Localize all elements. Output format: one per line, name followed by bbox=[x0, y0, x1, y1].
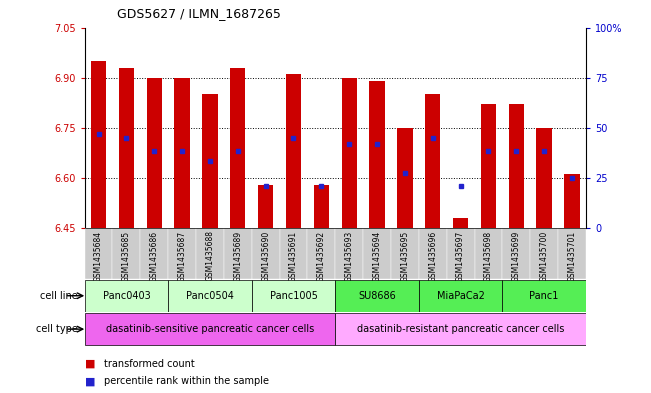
Bar bbox=[252, 228, 279, 279]
Bar bbox=[202, 94, 217, 228]
Text: GSM1435691: GSM1435691 bbox=[289, 230, 298, 282]
Bar bbox=[419, 280, 503, 312]
Bar bbox=[85, 313, 335, 345]
Text: GSM1435689: GSM1435689 bbox=[233, 230, 242, 282]
Bar bbox=[536, 128, 552, 228]
Text: Panc0504: Panc0504 bbox=[186, 291, 234, 301]
Bar bbox=[335, 228, 363, 279]
Bar bbox=[118, 68, 134, 228]
Bar bbox=[286, 74, 301, 228]
Bar bbox=[369, 81, 385, 228]
Text: GSM1435694: GSM1435694 bbox=[372, 230, 381, 282]
Bar bbox=[391, 228, 419, 279]
Text: dasatinib-resistant pancreatic cancer cells: dasatinib-resistant pancreatic cancer ce… bbox=[357, 324, 564, 334]
Bar bbox=[230, 68, 245, 228]
Bar bbox=[146, 77, 162, 228]
Bar bbox=[314, 185, 329, 228]
Bar bbox=[481, 104, 496, 228]
Text: Panc1005: Panc1005 bbox=[270, 291, 318, 301]
Bar bbox=[419, 228, 447, 279]
Bar bbox=[174, 77, 189, 228]
Text: GSM1435696: GSM1435696 bbox=[428, 230, 437, 282]
Bar bbox=[503, 280, 586, 312]
Text: GSM1435699: GSM1435699 bbox=[512, 230, 521, 282]
Text: transformed count: transformed count bbox=[104, 358, 195, 369]
Bar bbox=[503, 228, 530, 279]
Bar bbox=[425, 94, 440, 228]
Text: GSM1435697: GSM1435697 bbox=[456, 230, 465, 282]
Text: GSM1435698: GSM1435698 bbox=[484, 230, 493, 282]
Text: GSM1435690: GSM1435690 bbox=[261, 230, 270, 282]
Text: GSM1435686: GSM1435686 bbox=[150, 230, 159, 282]
Text: cell line: cell line bbox=[40, 291, 78, 301]
Text: Panc0403: Panc0403 bbox=[102, 291, 150, 301]
Bar bbox=[564, 174, 579, 228]
Bar bbox=[168, 280, 252, 312]
Text: MiaPaCa2: MiaPaCa2 bbox=[437, 291, 484, 301]
Bar bbox=[335, 313, 586, 345]
Bar bbox=[141, 228, 168, 279]
Bar bbox=[363, 228, 391, 279]
Text: percentile rank within the sample: percentile rank within the sample bbox=[104, 376, 269, 386]
Bar bbox=[91, 61, 106, 228]
Bar bbox=[558, 228, 586, 279]
Text: GSM1435685: GSM1435685 bbox=[122, 230, 131, 282]
Bar bbox=[397, 128, 413, 228]
Bar bbox=[453, 218, 468, 228]
Text: GDS5627 / ILMN_1687265: GDS5627 / ILMN_1687265 bbox=[117, 7, 281, 20]
Bar bbox=[342, 77, 357, 228]
Text: GSM1435701: GSM1435701 bbox=[568, 230, 577, 282]
Text: cell type: cell type bbox=[36, 324, 78, 334]
Text: GSM1435695: GSM1435695 bbox=[400, 230, 409, 282]
Bar bbox=[447, 228, 475, 279]
Text: GSM1435693: GSM1435693 bbox=[344, 230, 353, 282]
Text: ■: ■ bbox=[85, 376, 95, 386]
Bar bbox=[530, 228, 558, 279]
Bar bbox=[252, 280, 335, 312]
Text: GSM1435692: GSM1435692 bbox=[317, 230, 326, 282]
Bar bbox=[113, 228, 141, 279]
Bar bbox=[279, 228, 307, 279]
Text: GSM1435700: GSM1435700 bbox=[540, 230, 549, 282]
Bar bbox=[85, 280, 168, 312]
Bar bbox=[508, 104, 524, 228]
Bar bbox=[258, 185, 273, 228]
Text: GSM1435687: GSM1435687 bbox=[178, 230, 187, 282]
Text: GSM1435684: GSM1435684 bbox=[94, 230, 103, 282]
Bar bbox=[168, 228, 196, 279]
Bar bbox=[335, 280, 419, 312]
Bar bbox=[85, 228, 113, 279]
Bar bbox=[307, 228, 335, 279]
Text: GSM1435688: GSM1435688 bbox=[206, 230, 214, 281]
Text: dasatinib-sensitive pancreatic cancer cells: dasatinib-sensitive pancreatic cancer ce… bbox=[106, 324, 314, 334]
Bar bbox=[224, 228, 252, 279]
Text: Panc1: Panc1 bbox=[529, 291, 559, 301]
Text: ■: ■ bbox=[85, 358, 95, 369]
Bar bbox=[196, 228, 224, 279]
Bar bbox=[475, 228, 503, 279]
Text: SU8686: SU8686 bbox=[358, 291, 396, 301]
